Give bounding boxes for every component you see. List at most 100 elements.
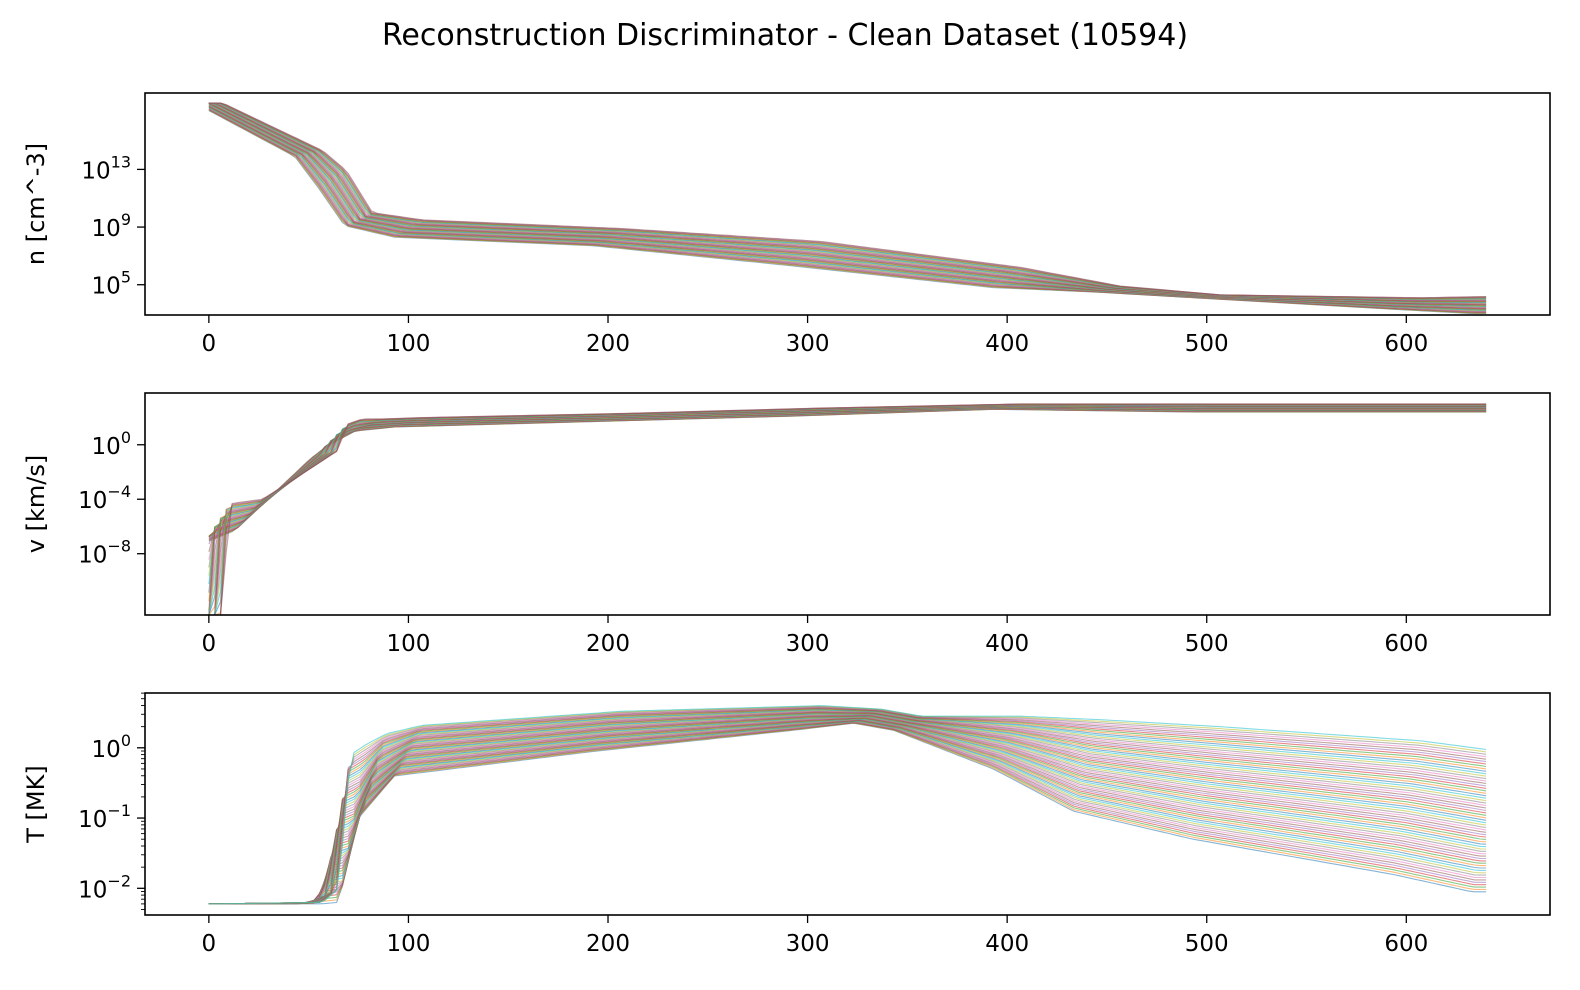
series-line-velocity <box>208 405 1487 615</box>
series-line-velocity <box>208 408 1487 540</box>
y-axis-label-density: n [cm^-3] <box>22 143 50 265</box>
series-line-velocity <box>208 404 1487 615</box>
series-line-density <box>208 104 1487 308</box>
y-tick-label-velocity: 10−4 <box>78 482 131 514</box>
series-line-velocity <box>208 407 1487 538</box>
y-tick-label-temperature: 100 <box>92 731 131 763</box>
series-line-velocity <box>208 408 1487 542</box>
series-line-velocity <box>208 405 1487 615</box>
x-tick-label-density: 500 <box>1185 331 1229 357</box>
series-line-density <box>208 105 1487 310</box>
x-tick-label-temperature: 0 <box>202 931 217 957</box>
series-line-density <box>208 104 1487 308</box>
series-line-density <box>208 106 1487 310</box>
series-line-velocity <box>208 408 1487 541</box>
series-bundle-density <box>208 102 1487 315</box>
x-tick-label-temperature: 400 <box>985 931 1029 957</box>
series-line-density <box>208 108 1487 312</box>
axes-frame-density <box>144 92 1551 316</box>
series-line-velocity <box>208 405 1487 615</box>
series-line-velocity <box>208 406 1487 602</box>
series-line-velocity <box>208 403 1487 615</box>
series-line-velocity <box>208 404 1487 615</box>
x-tick-label-density: 0 <box>202 331 217 357</box>
series-line-velocity <box>208 404 1487 615</box>
series-bundle-temperature <box>208 705 1487 905</box>
panel-density: 0 100 200 300 400 500 600 1013 109 105 n [cm^-3] <box>22 92 1551 357</box>
series-line-velocity <box>208 408 1487 539</box>
series-line-velocity <box>208 405 1487 615</box>
series-line-velocity <box>208 405 1487 615</box>
x-tick-label-velocity: 200 <box>586 631 630 657</box>
series-line-density <box>208 102 1487 305</box>
axes-frame-velocity <box>144 392 1551 616</box>
x-tick-label-velocity: 500 <box>1185 631 1229 657</box>
series-line-velocity <box>208 407 1487 538</box>
series-line-density <box>208 110 1487 315</box>
series-line-velocity <box>208 404 1487 615</box>
series-line-density <box>208 102 1487 306</box>
series-line-density <box>208 107 1487 311</box>
series-line-velocity <box>208 404 1487 615</box>
series-line-velocity <box>208 403 1487 615</box>
series-line-velocity <box>208 405 1487 615</box>
series-line-density <box>208 103 1487 307</box>
series-line-density <box>208 103 1487 307</box>
x-tick-label-density: 300 <box>786 331 830 357</box>
series-line-density <box>208 105 1487 309</box>
series-line-density <box>208 109 1487 313</box>
x-tick-label-velocity: 100 <box>386 631 430 657</box>
x-tick-label-temperature: 500 <box>1185 931 1229 957</box>
series-line-velocity <box>208 408 1487 540</box>
series-line-velocity <box>208 406 1487 611</box>
series-line-velocity <box>208 408 1487 539</box>
x-tick-label-density: 600 <box>1384 331 1428 357</box>
series-line-density <box>208 102 1487 305</box>
series-line-velocity <box>208 406 1487 576</box>
axes-frame-temperature <box>144 692 1551 916</box>
series-line-velocity <box>208 406 1487 560</box>
series-line-density <box>208 103 1487 307</box>
series-line-density <box>208 109 1487 314</box>
series-line-density <box>208 102 1487 304</box>
series-line-velocity <box>208 406 1487 568</box>
series-line-velocity <box>208 407 1487 545</box>
y-tick-label-density: 1013 <box>81 152 131 184</box>
series-line-density <box>208 104 1487 308</box>
series-bundle-velocity <box>208 403 1487 615</box>
x-tick-label-velocity: 0 <box>202 631 217 657</box>
series-line-velocity <box>208 404 1487 615</box>
x-tick-label-density: 400 <box>985 331 1029 357</box>
panel-velocity: 0 100 200 300 400 500 600 100 10−4 10−8 v [km/s] <box>22 392 1551 657</box>
series-line-velocity <box>208 406 1487 552</box>
series-line-velocity <box>208 407 1487 538</box>
series-line-density <box>208 102 1487 299</box>
series-line-velocity <box>208 406 1487 585</box>
series-line-density <box>208 108 1487 313</box>
x-tick-label-velocity: 400 <box>985 631 1029 657</box>
y-tick-label-velocity: 100 <box>92 428 131 460</box>
series-line-density <box>208 102 1487 303</box>
x-tick-label-temperature: 300 <box>786 931 830 957</box>
series-line-density <box>208 105 1487 309</box>
y-tick-label-density: 105 <box>92 268 131 300</box>
y-axis-label-temperature: T [MK] <box>22 765 50 843</box>
y-tick-label-temperature: 10−2 <box>78 871 131 903</box>
series-line-density <box>208 108 1487 313</box>
x-tick-label-velocity: 300 <box>786 631 830 657</box>
series-line-velocity <box>208 404 1487 615</box>
series-line-density <box>208 102 1487 306</box>
series-line-density <box>208 109 1487 314</box>
x-tick-label-temperature: 600 <box>1384 931 1428 957</box>
series-line-velocity <box>208 403 1487 615</box>
y-tick-label-density: 109 <box>92 210 131 242</box>
series-line-velocity <box>208 406 1487 615</box>
series-line-velocity <box>208 405 1487 615</box>
series-line-density <box>208 107 1487 312</box>
series-line-velocity <box>208 403 1487 615</box>
series-line-density <box>208 107 1487 312</box>
series-line-velocity <box>208 404 1487 615</box>
series-line-velocity <box>208 406 1487 593</box>
panel-temperature: 0 100 200 300 400 500 600 100 10−1 10−2 T [MK] <box>22 692 1551 957</box>
